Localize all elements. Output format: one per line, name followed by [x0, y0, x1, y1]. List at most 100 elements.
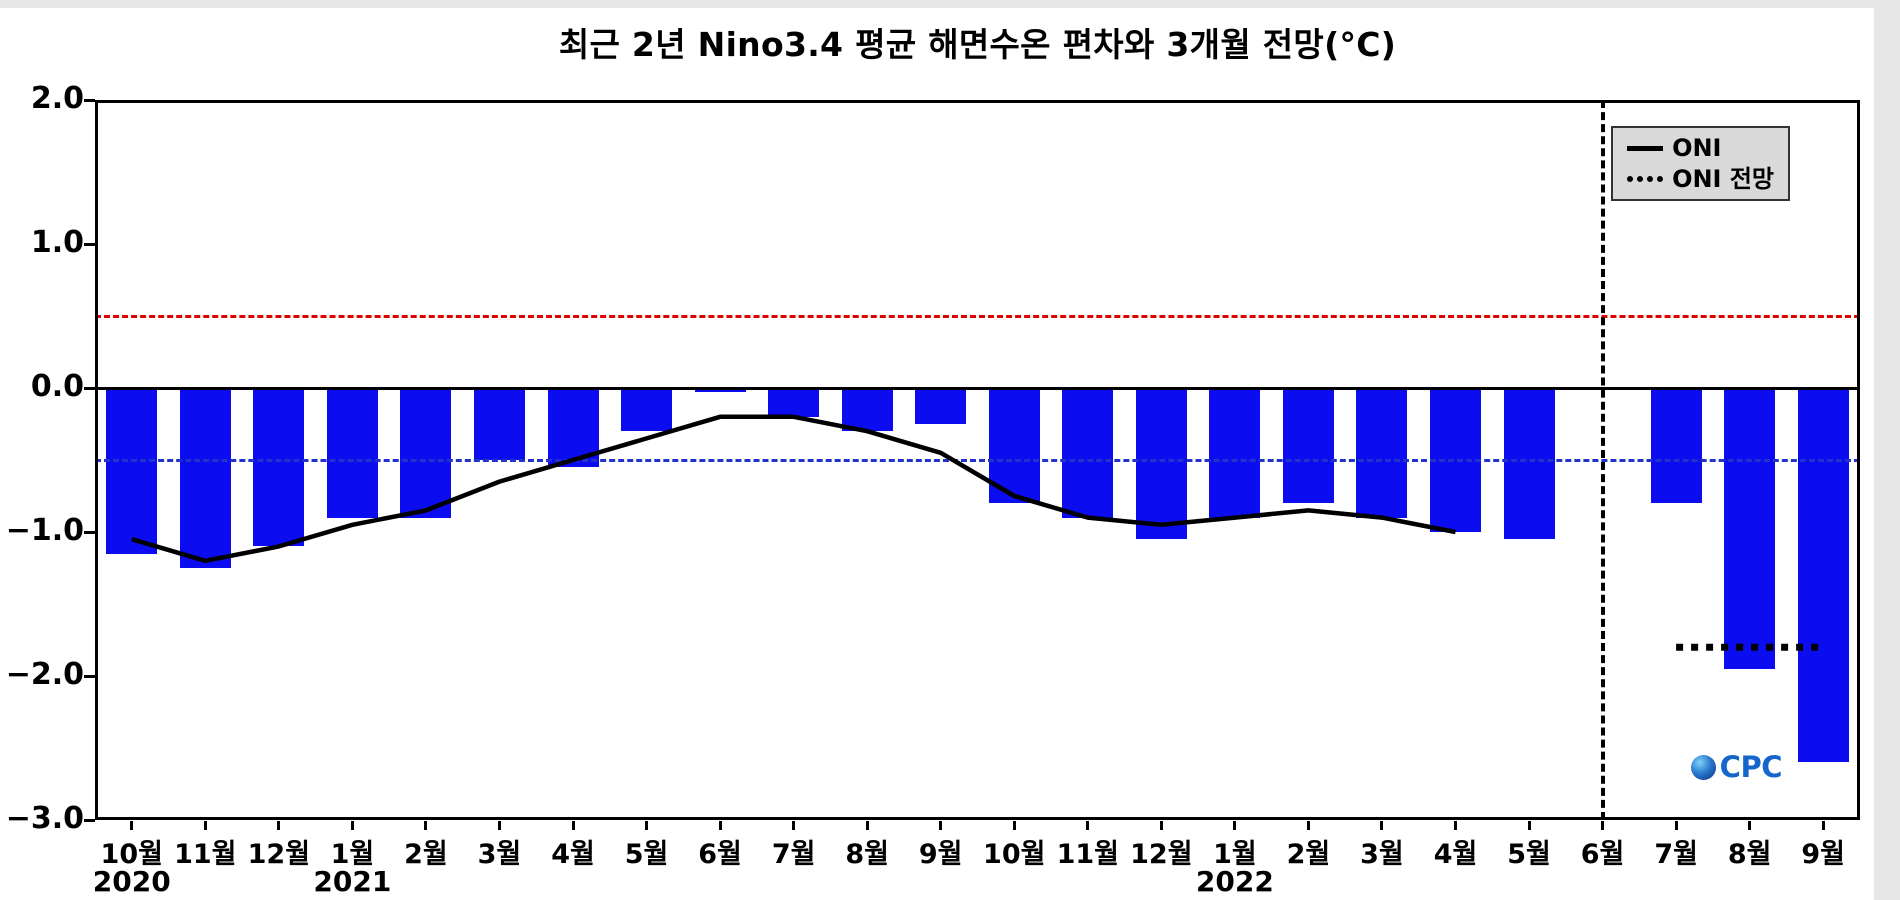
x-tick-label: 2월: [1286, 839, 1331, 870]
y-tick-label: −3.0: [5, 801, 84, 836]
x-tick-label: 6월: [698, 839, 742, 870]
x-tick-label: 3월: [477, 839, 522, 870]
x-tick-mark: [1233, 821, 1237, 830]
x-tick-label: 5월: [1507, 839, 1551, 870]
y-tick-mark: [84, 242, 95, 246]
bar: [1209, 388, 1261, 518]
bar: [621, 388, 673, 432]
x-tick-mark: [1601, 821, 1605, 830]
oni-line-sample-icon: [1627, 145, 1664, 151]
y-tick-label: −2.0: [5, 657, 84, 692]
legend-label-oni-forecast: ONI 전망: [1672, 165, 1774, 193]
x-tick-label: 10월: [100, 839, 163, 870]
x-tick-mark: [1748, 821, 1752, 830]
x-tick-label: 7월: [771, 839, 816, 870]
elnino-threshold-line: [95, 314, 1860, 318]
legend-label-oni: ONI: [1672, 134, 1722, 162]
plot-area: ONI ONI 전망 CPC: [95, 100, 1860, 820]
x-tick-label: 7월: [1654, 839, 1698, 870]
y-tick-label: −1.0: [5, 513, 84, 548]
x-tick-label: 1월: [1213, 839, 1257, 870]
x-tick-mark: [497, 821, 501, 830]
bar: [694, 388, 746, 393]
x-tick-mark: [1159, 821, 1163, 830]
bar: [1282, 388, 1334, 504]
year-label: 2021: [313, 865, 392, 898]
x-tick-mark: [645, 821, 649, 830]
y-tick-mark: [84, 818, 95, 822]
bar: [1356, 388, 1408, 518]
y-tick-mark: [84, 530, 95, 534]
x-tick-label: 10월: [983, 839, 1046, 870]
bar: [253, 388, 305, 547]
x-tick-label: 6월: [1580, 839, 1625, 870]
y-tick-mark: [84, 386, 95, 390]
y-tick-label: 0.0: [30, 369, 84, 404]
y-tick-mark: [84, 674, 95, 678]
bar: [1062, 388, 1114, 518]
x-tick-label: 8월: [845, 839, 889, 870]
x-tick-mark: [1454, 821, 1458, 830]
bar: [326, 388, 378, 518]
bar: [768, 388, 820, 417]
y-tick-label: 1.0: [30, 225, 84, 260]
bar: [841, 388, 893, 432]
x-tick-mark: [424, 821, 428, 830]
lanina-threshold-line: [95, 458, 1860, 462]
x-tick-mark: [203, 821, 207, 830]
x-tick-label: 4월: [1433, 839, 1478, 870]
x-tick-label: 5월: [624, 839, 669, 870]
year-label: 2020: [92, 865, 171, 898]
x-tick-label: 12월: [247, 839, 311, 870]
x-tick-label: 4월: [551, 839, 595, 870]
bar: [400, 388, 452, 518]
x-tick-mark: [1527, 821, 1531, 830]
x-tick-label: 9월: [918, 839, 963, 870]
cpc-globe-icon: [1690, 754, 1716, 780]
x-tick-mark: [939, 821, 943, 830]
bar: [915, 388, 967, 424]
legend: ONI ONI 전망: [1611, 126, 1790, 201]
oni-forecast-line-sample-icon: [1627, 176, 1664, 182]
x-tick-mark: [718, 821, 722, 830]
x-tick-mark: [350, 821, 354, 830]
cpc-logo-text: CPC: [1719, 750, 1783, 784]
x-tick-label: 9월: [1801, 839, 1846, 870]
cpc-logo: CPC: [1690, 750, 1783, 784]
x-tick-label: 3월: [1360, 839, 1404, 870]
x-tick-mark: [1674, 821, 1678, 830]
x-tick-mark: [1086, 821, 1090, 830]
bar: [1135, 388, 1187, 540]
x-tick-label: 11월: [174, 839, 237, 870]
x-tick-label: 8월: [1727, 839, 1772, 870]
bar: [1797, 388, 1849, 763]
bar: [1503, 388, 1555, 540]
x-tick-mark: [571, 821, 575, 830]
x-tick-mark: [865, 821, 869, 830]
legend-row-oni-forecast: ONI 전망: [1627, 167, 1774, 191]
zero-line: [95, 386, 1860, 390]
x-tick-mark: [1821, 821, 1825, 830]
bar: [1650, 388, 1702, 504]
y-tick-mark: [84, 98, 95, 102]
x-tick-mark: [1380, 821, 1384, 830]
x-tick-mark: [1306, 821, 1310, 830]
forecast-divider-line: [1600, 100, 1605, 820]
x-tick-mark: [130, 821, 134, 830]
year-label: 2022: [1195, 865, 1274, 898]
bar: [106, 388, 158, 554]
x-tick-label: 11월: [1056, 839, 1120, 870]
y-tick-label: 2.0: [30, 81, 84, 116]
x-tick-label: 1월: [330, 839, 375, 870]
chart-figure: 최근 2년 Nino3.4 평균 해면수온 편차와 3개월 전망(°C) ONI…: [0, 8, 1874, 900]
x-tick-label: 2월: [404, 839, 448, 870]
legend-row-oni: ONI: [1627, 136, 1774, 160]
bar: [988, 388, 1040, 504]
x-tick-label: 12월: [1130, 839, 1193, 870]
x-tick-mark: [792, 821, 796, 830]
bar: [473, 388, 525, 460]
x-tick-mark: [277, 821, 281, 830]
bar: [1724, 388, 1776, 669]
bar: [179, 388, 231, 568]
